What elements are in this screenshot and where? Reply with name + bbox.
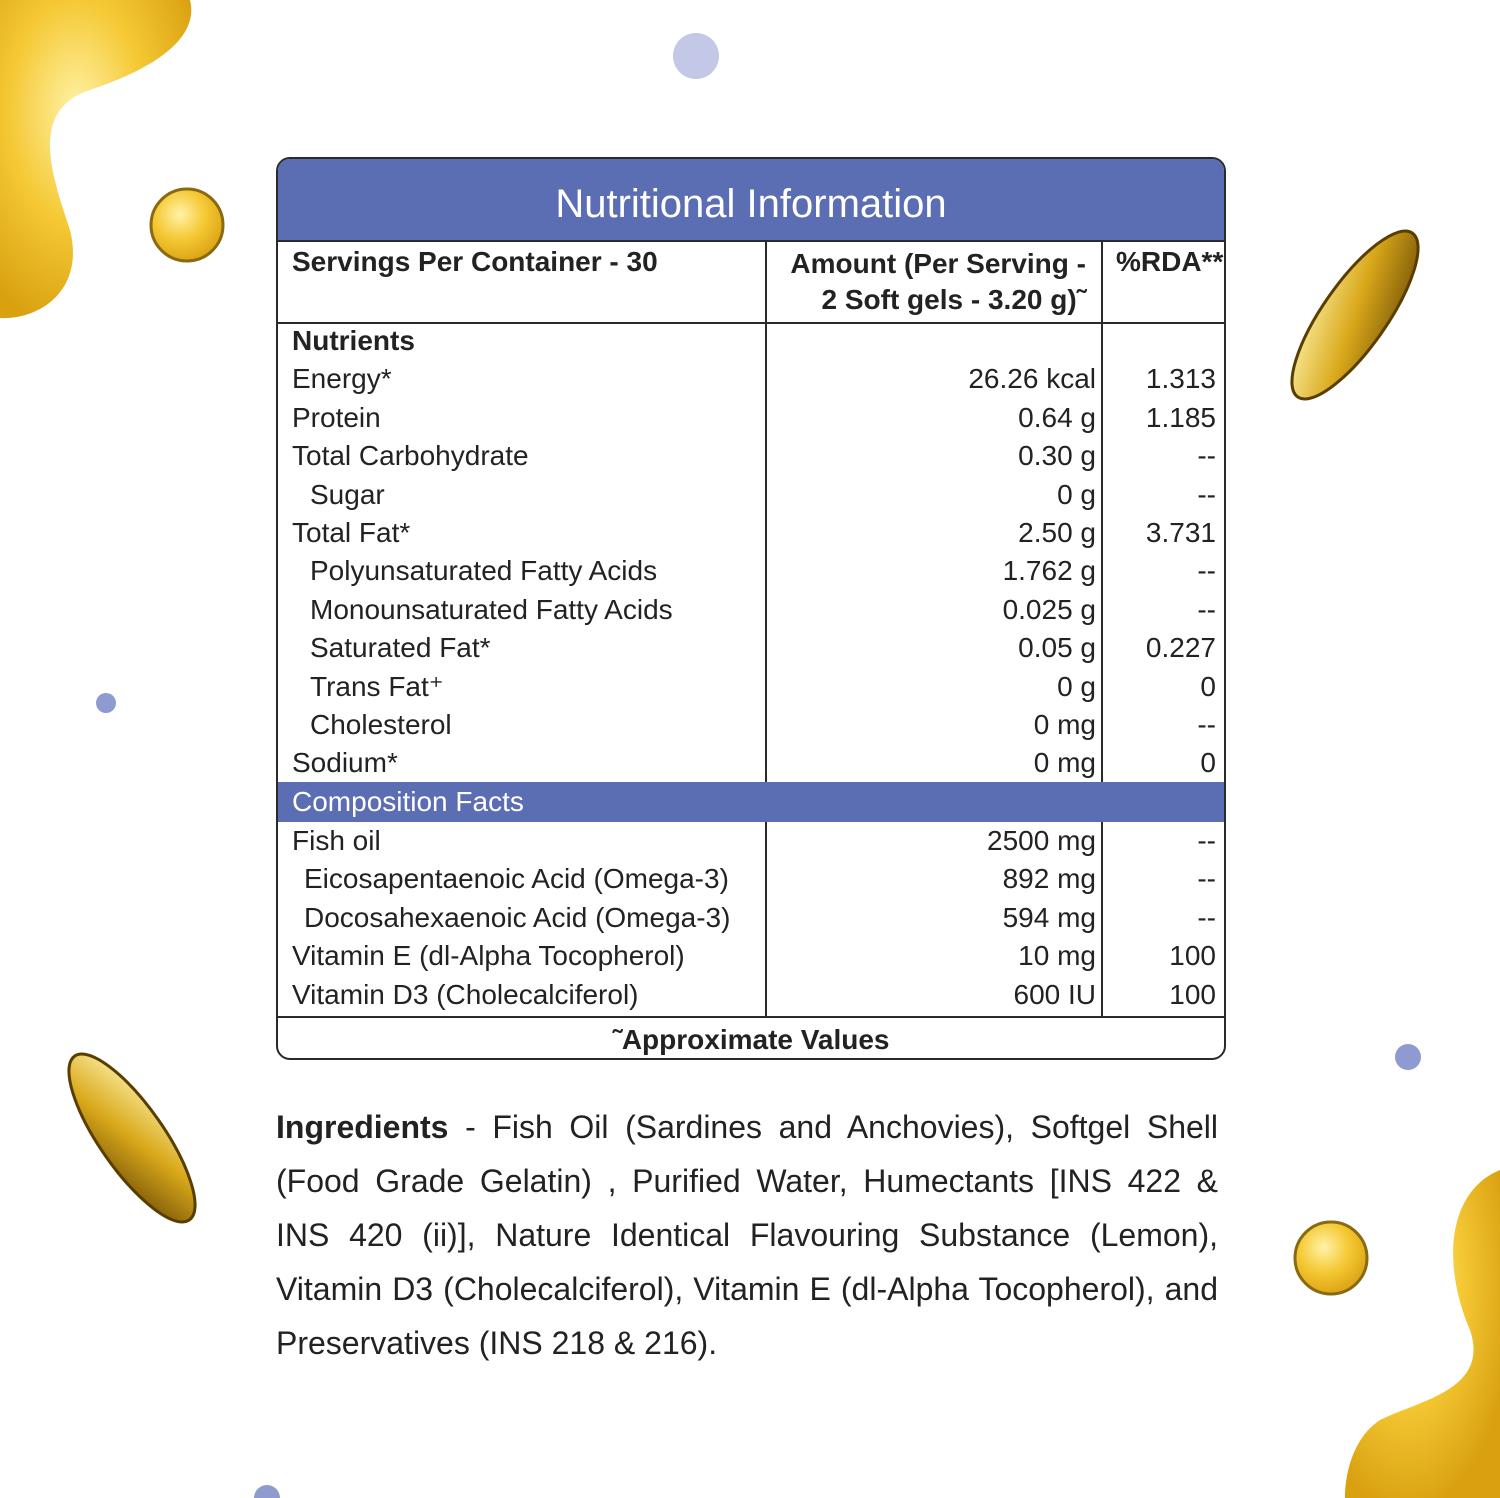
table-row: Protein 0.64 g 1.185: [278, 399, 1224, 437]
amount-value: 594 mg: [1002, 901, 1096, 933]
amount-value: 0.05 g: [1018, 632, 1096, 664]
dot: [96, 693, 116, 713]
rda-value: 1.185: [1145, 401, 1216, 433]
amount-value: 0.025 g: [1002, 593, 1096, 625]
rda-header: %RDA**: [1116, 246, 1224, 277]
rda-value: --: [1197, 478, 1216, 510]
composition-rows: Fish oil 2500 mg -- Eicosapentaenoic Acid (…: [278, 822, 1224, 1014]
table-title: Nutritional Information: [278, 159, 1224, 242]
dot: [1395, 1044, 1421, 1070]
ingredients-paragraph: Ingredients - Fish Oil (Sardines and Anc…: [276, 1100, 1218, 1370]
nutrient-name: Eicosapentaenoic Acid (Omega-3): [304, 863, 729, 895]
amount-header-line2: 2 Soft gels - 3.20 g)˜: [821, 284, 1087, 315]
rda-value: --: [1197, 708, 1216, 740]
amount-value: 0.64 g: [1018, 401, 1096, 433]
nutrient-name: Docosahexaenoic Acid (Omega-3): [304, 901, 731, 933]
nutrient-name: Monounsaturated Fatty Acids: [310, 593, 673, 625]
table-row: Vitamin D3 (Cholecalciferol) 600 IU 100: [278, 976, 1224, 1014]
amount-value: 1.762 g: [1002, 555, 1096, 587]
table-row: Energy* 26.26 kcal 1.313: [278, 360, 1224, 398]
table-row: Total Carbohydrate 0.30 g --: [278, 437, 1224, 475]
amount-value: 2500 mg: [987, 825, 1096, 856]
table-row: Docosahexaenoic Acid (Omega-3) 594 mg --: [278, 899, 1224, 937]
amount-value: 0.30 g: [1018, 440, 1096, 472]
rda-value: 100: [1169, 940, 1216, 972]
table-header: Servings Per Container - 30 Amount (Per …: [278, 242, 1224, 324]
nutrient-name: Nutrients: [292, 325, 415, 356]
rda-value: 0: [1200, 747, 1216, 779]
rda-value: 3.731: [1145, 516, 1216, 548]
oil-droplet: [1293, 1220, 1369, 1296]
table-row: Sugar 0 g --: [278, 476, 1224, 514]
nutrient-name: Energy*: [292, 363, 392, 395]
rda-value: --: [1197, 593, 1216, 625]
column-divider: [1101, 242, 1103, 1016]
amount-value: 2.50 g: [1018, 516, 1096, 548]
nutrient-name: Sodium*: [292, 747, 398, 779]
table-row: Total Fat* 2.50 g 3.731: [278, 514, 1224, 552]
nutrient-name: Total Fat*: [292, 516, 411, 548]
nutrient-name: Fish oil: [292, 825, 381, 856]
rda-value: --: [1197, 901, 1216, 933]
table-row: Vitamin E (dl-Alpha Tocopherol) 10 mg 100: [278, 937, 1224, 975]
nutrition-table: Nutritional Information Servings Per Con…: [276, 157, 1226, 1060]
table-row: Polyunsaturated Fatty Acids 1.762 g --: [278, 552, 1224, 590]
amount-value: 892 mg: [1002, 863, 1096, 895]
dot: [254, 1485, 280, 1498]
column-divider: [765, 242, 767, 1016]
rda-value: --: [1197, 440, 1216, 472]
amount-value: 0 mg: [1033, 708, 1096, 740]
rda-value: 1.313: [1145, 363, 1216, 395]
dot: [673, 33, 719, 79]
rda-value: 100: [1169, 978, 1216, 1010]
footnote: ˜Approximate Values: [278, 1016, 1224, 1058]
table-row: Saturated Fat* 0.05 g 0.227: [278, 629, 1224, 667]
nutrient-name: Cholesterol: [310, 708, 452, 740]
oil-droplet: [149, 187, 225, 263]
amount-header-line1: Amount (Per Serving -: [790, 248, 1086, 279]
amount-value: 10 mg: [1018, 940, 1096, 972]
nutrient-name: Protein: [292, 401, 381, 433]
nutrient-name: Vitamin D3 (Cholecalciferol): [292, 978, 639, 1010]
table-row: Fish oil 2500 mg --: [278, 822, 1224, 860]
oil-splash-top-left: [0, 0, 192, 319]
ingredients-label: Ingredients: [276, 1109, 449, 1145]
table-row: Trans Fat⁺ 0 g 0: [278, 668, 1224, 706]
rda-value: 0: [1200, 670, 1216, 702]
nutrient-name: Polyunsaturated Fatty Acids: [310, 555, 658, 587]
rda-value: 0.227: [1145, 632, 1216, 664]
ingredients-text: - Fish Oil (Sardines and Anchovies), Sof…: [276, 1109, 1218, 1361]
nutrient-name: Saturated Fat*: [310, 632, 491, 664]
nutrients-rows: Nutrients Energy* 26.26 kcal 1.313 Protein 0.…: [278, 322, 1224, 783]
table-row: Sodium* 0 mg 0: [278, 744, 1224, 782]
amount-value: 600 IU: [1013, 978, 1097, 1010]
amount-value: 0 g: [1057, 670, 1096, 702]
rda-value: --: [1197, 555, 1216, 587]
nutrient-name: Sugar: [310, 478, 385, 510]
nutrient-name: Trans Fat⁺: [310, 670, 444, 702]
table-row: Cholesterol 0 mg --: [278, 706, 1224, 744]
composition-header: Composition Facts: [278, 782, 1224, 822]
amount-value: 0 g: [1057, 478, 1096, 510]
nutrient-name: Total Carbohydrate: [292, 440, 529, 472]
softgel-capsule: [67, 1052, 197, 1224]
servings-header: Servings Per Container - 30: [292, 246, 658, 277]
table-row: Eicosapentaenoic Acid (Omega-3) 892 mg --: [278, 860, 1224, 898]
amount-value: 0 mg: [1033, 747, 1096, 779]
softgel-capsule: [1290, 229, 1420, 401]
amount-header: Amount (Per Serving - 2 Soft gels - 3.20…: [768, 246, 1086, 318]
rda-value: --: [1197, 863, 1216, 895]
amount-value: 26.26 kcal: [968, 363, 1096, 395]
nutrient-name: Vitamin E (dl-Alpha Tocopherol): [292, 940, 685, 972]
table-row: Nutrients: [278, 322, 1224, 360]
rda-value: --: [1197, 825, 1216, 856]
oil-splash-bottom-right: [1345, 1170, 1500, 1498]
table-row: Monounsaturated Fatty Acids 0.025 g --: [278, 591, 1224, 629]
